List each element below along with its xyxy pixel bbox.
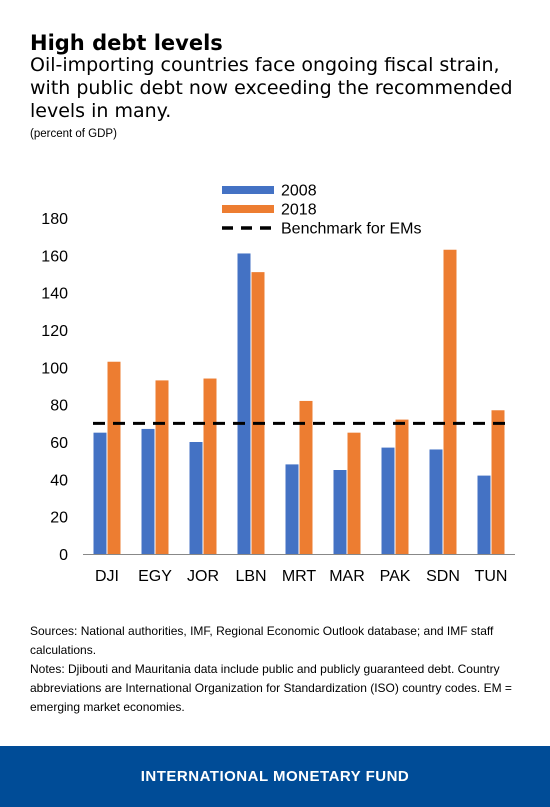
bar-2018-mar xyxy=(347,432,361,554)
bar-2018-tun xyxy=(491,410,505,554)
legend-swatch-2018 xyxy=(222,205,274,213)
x-tick-label: TUN xyxy=(475,568,508,585)
y-tick-label: 120 xyxy=(41,323,68,340)
bar-2018-dji xyxy=(107,361,121,554)
bar-2008-mar xyxy=(333,470,347,554)
bar-2008-pak xyxy=(381,447,395,554)
bar-2008-lbn xyxy=(237,253,251,554)
bar-chart: 0 20 40 60 80 100 120 140 160 180 DJI EGY JOR LBN MRT M… xyxy=(41,183,515,585)
x-tick-label: PAK xyxy=(380,568,411,585)
y-tick-label: 80 xyxy=(50,398,68,415)
y-tick-label: 100 xyxy=(41,360,68,377)
x-tick-label: SDN xyxy=(426,568,460,585)
x-tick-label: MAR xyxy=(329,568,365,585)
x-tick-label: DJI xyxy=(95,568,119,585)
bar-2008-jor xyxy=(189,442,203,554)
bar-2008-dji xyxy=(93,432,107,554)
footer-bar: INTERNATIONAL MONETARY FUND xyxy=(0,746,550,807)
bar-2018-egy xyxy=(155,380,169,554)
notes-text: Notes: Djibouti and Mauritania data incl… xyxy=(30,662,512,714)
chart-title: High debt levels xyxy=(30,31,223,55)
bar-2018-mrt xyxy=(299,400,313,554)
sources-text: Sources: National authorities, IMF, Regi… xyxy=(30,624,494,657)
x-tick-label: EGY xyxy=(138,568,172,585)
y-tick-label: 0 xyxy=(59,547,68,564)
y-tick-label: 180 xyxy=(41,211,68,228)
units-label: (percent of GDP) xyxy=(30,128,117,140)
bar-2008-sdn xyxy=(429,449,443,554)
y-tick-label: 160 xyxy=(41,248,68,265)
y-tick-label: 20 xyxy=(50,510,68,527)
y-tick-label: 60 xyxy=(50,435,68,452)
bar-2008-egy xyxy=(141,428,155,554)
bar-2008-mrt xyxy=(285,464,299,554)
y-tick-label: 140 xyxy=(41,286,68,303)
bar-2018-pak xyxy=(395,419,409,554)
bar-2008-tun xyxy=(477,475,491,554)
legend-label: 2008 xyxy=(281,183,317,200)
chart-subtitle: Oil-importing countries face ongoing fis… xyxy=(30,54,513,122)
legend-label: 2018 xyxy=(281,202,317,219)
x-tick-label: JOR xyxy=(187,568,219,585)
bar-2018-lbn xyxy=(251,272,265,554)
x-tick-label: MRT xyxy=(282,568,317,585)
chart-notes: Sources: National authorities, IMF, Regi… xyxy=(30,622,530,717)
x-tick-label: LBN xyxy=(235,568,266,585)
bar-2018-jor xyxy=(203,378,217,554)
legend-swatch-2008 xyxy=(222,186,274,194)
y-tick-label: 40 xyxy=(50,472,68,489)
legend-label: Benchmark for EMs xyxy=(281,221,421,238)
footer-label: INTERNATIONAL MONETARY FUND xyxy=(140,768,410,785)
bar-2018-sdn xyxy=(443,249,457,554)
